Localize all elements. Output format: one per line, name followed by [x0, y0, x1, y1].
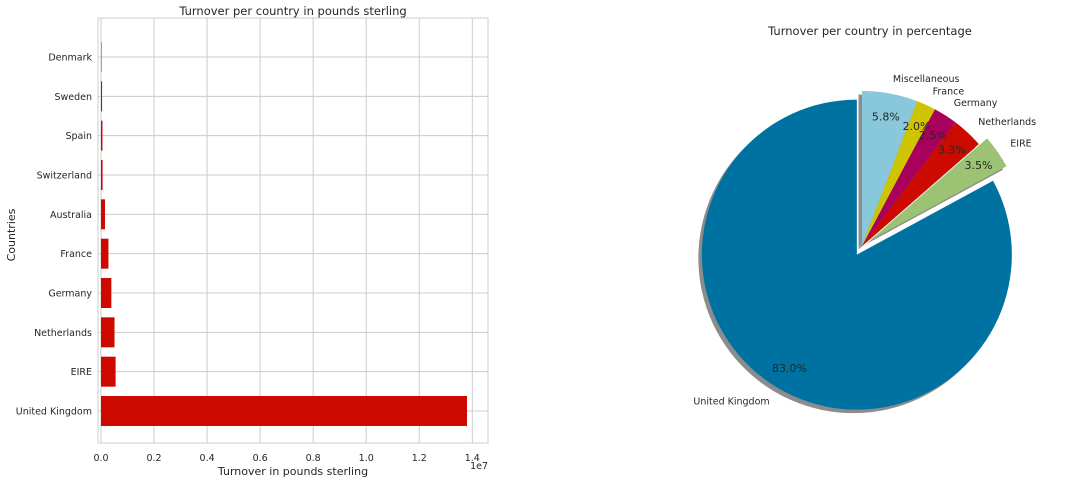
x-tick-label: 1.2 — [412, 453, 427, 464]
bar — [101, 160, 103, 190]
slice-label: France — [933, 86, 965, 97]
pie-slice — [862, 122, 979, 246]
slice-label: Netherlands — [978, 117, 1036, 128]
bar — [101, 120, 103, 151]
bar — [101, 42, 102, 72]
x-tick-label: 1.0 — [359, 453, 374, 464]
slices — [701, 91, 1012, 410]
pie-chart: Turnover per country in percentage 83.0%… — [693, 24, 1036, 414]
pie-slice — [862, 91, 918, 246]
y-tick-label: Spain — [65, 131, 92, 142]
y-tick-label: Switzerland — [37, 171, 92, 182]
bar — [101, 81, 103, 112]
y-tick-label: United Kingdom — [16, 407, 92, 418]
chart-title: Turnover per country in pounds sterling — [178, 4, 406, 18]
slice-label: Germany — [954, 98, 998, 109]
x-tick-label: 0.6 — [253, 453, 268, 464]
x-tick-label: 0.2 — [146, 453, 161, 464]
y-axis-label: Countries — [5, 208, 18, 261]
slice-labels: 83.0% United Kingdom 3.5% EIRE 3.3% Netherlan… — [693, 74, 1036, 408]
y-tick-label: Sweden — [54, 92, 92, 103]
plot-area — [97, 17, 489, 444]
grid — [98, 18, 488, 443]
x-tick-label: 1.4 — [465, 453, 480, 464]
x-tick-label: 0.4 — [200, 453, 215, 464]
pie-slice — [701, 99, 1012, 410]
y-tick-label: EIRE — [71, 367, 92, 378]
bar — [101, 396, 467, 426]
pct-label: 5.8% — [872, 110, 900, 123]
x-tick-label: 0.8 — [306, 453, 321, 464]
pct-label: 2.5% — [919, 129, 947, 142]
bar — [101, 278, 112, 308]
y-tick-label: Netherlands — [34, 328, 92, 339]
pct-label: 83.0% — [772, 362, 807, 375]
y-tick-label: Denmark — [48, 53, 92, 64]
bars — [101, 42, 467, 426]
slice-label: United Kingdom — [693, 397, 769, 408]
y-tick-label: Germany — [48, 289, 92, 300]
chart-title: Turnover per country in percentage — [767, 24, 972, 38]
bar — [101, 238, 109, 269]
y-tick-labels: United Kingdom EIRE Netherlands Germany Fran… — [16, 53, 93, 418]
x-offset-text: 1e7 — [470, 461, 488, 472]
pie-slice — [862, 101, 935, 247]
x-axis-label: Turnover in pounds sterling — [217, 465, 368, 478]
x-tick-label: 0.0 — [93, 453, 108, 464]
pct-label: 3.3% — [938, 144, 966, 157]
slice-label: Miscellaneous — [893, 74, 960, 85]
y-tick-label: France — [60, 249, 92, 260]
pie-slice — [870, 138, 1007, 241]
bar-chart: United Kingdom EIRE Netherlands Germany Fran… — [5, 4, 489, 478]
x-tick-labels: 0.0 0.2 0.4 0.6 0.8 1.0 1.2 1.4 — [93, 453, 479, 464]
bar — [101, 317, 115, 348]
pct-label: 2.0% — [903, 120, 931, 133]
y-tick-label: Australia — [50, 210, 92, 221]
pie-slice — [862, 109, 956, 246]
pct-label: 3.5% — [964, 159, 992, 172]
bar — [101, 199, 105, 230]
bar — [101, 356, 116, 387]
slice-label: EIRE — [1010, 138, 1031, 149]
